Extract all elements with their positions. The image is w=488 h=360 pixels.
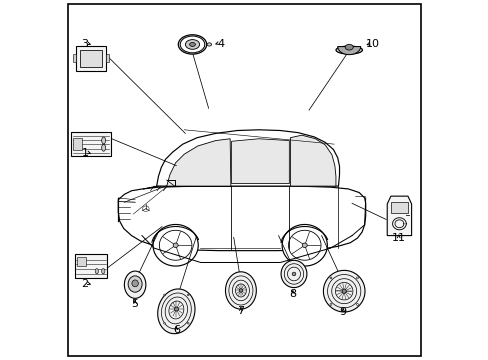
Polygon shape xyxy=(323,270,364,312)
Ellipse shape xyxy=(124,271,145,298)
Ellipse shape xyxy=(95,269,98,274)
FancyBboxPatch shape xyxy=(76,45,106,71)
Polygon shape xyxy=(231,139,289,184)
Ellipse shape xyxy=(102,137,105,144)
Ellipse shape xyxy=(335,46,362,54)
Text: 9: 9 xyxy=(339,307,346,317)
Text: 4: 4 xyxy=(217,39,224,49)
Ellipse shape xyxy=(356,277,358,279)
Text: 8: 8 xyxy=(289,289,296,299)
Text: 5: 5 xyxy=(131,299,138,309)
Ellipse shape xyxy=(206,43,211,46)
FancyBboxPatch shape xyxy=(390,202,407,213)
Ellipse shape xyxy=(132,280,138,287)
Ellipse shape xyxy=(128,276,142,292)
Ellipse shape xyxy=(178,35,206,54)
Polygon shape xyxy=(386,196,411,235)
Ellipse shape xyxy=(345,44,352,50)
Ellipse shape xyxy=(329,277,331,279)
Ellipse shape xyxy=(180,36,204,53)
Polygon shape xyxy=(153,225,198,266)
Polygon shape xyxy=(159,230,191,260)
Polygon shape xyxy=(282,225,326,266)
Ellipse shape xyxy=(187,294,189,296)
Ellipse shape xyxy=(102,144,105,151)
Polygon shape xyxy=(158,289,195,334)
FancyBboxPatch shape xyxy=(77,257,86,266)
Ellipse shape xyxy=(239,289,242,292)
Text: 3: 3 xyxy=(81,39,88,49)
Ellipse shape xyxy=(302,243,306,248)
Text: 6: 6 xyxy=(173,325,180,335)
Ellipse shape xyxy=(342,289,346,293)
Polygon shape xyxy=(288,230,320,260)
FancyBboxPatch shape xyxy=(68,4,420,356)
Text: 11: 11 xyxy=(391,233,405,243)
FancyBboxPatch shape xyxy=(73,138,81,150)
FancyBboxPatch shape xyxy=(75,255,107,278)
Polygon shape xyxy=(337,46,360,55)
FancyBboxPatch shape xyxy=(71,132,110,156)
Ellipse shape xyxy=(102,269,105,274)
Polygon shape xyxy=(225,272,256,309)
Polygon shape xyxy=(166,139,230,186)
Ellipse shape xyxy=(185,40,199,49)
FancyBboxPatch shape xyxy=(73,54,76,62)
Ellipse shape xyxy=(174,307,178,311)
FancyBboxPatch shape xyxy=(80,50,102,67)
Ellipse shape xyxy=(189,42,195,46)
Text: 1: 1 xyxy=(81,148,88,158)
Text: 10: 10 xyxy=(365,40,379,49)
Polygon shape xyxy=(281,260,306,288)
Polygon shape xyxy=(118,186,365,251)
Polygon shape xyxy=(156,130,339,186)
Text: 7: 7 xyxy=(237,306,244,316)
Ellipse shape xyxy=(356,303,358,305)
Ellipse shape xyxy=(329,303,331,305)
Ellipse shape xyxy=(173,243,178,248)
Ellipse shape xyxy=(187,323,189,324)
Text: 2: 2 xyxy=(81,279,88,289)
Ellipse shape xyxy=(163,323,165,324)
FancyBboxPatch shape xyxy=(106,54,109,62)
Ellipse shape xyxy=(292,272,295,276)
Ellipse shape xyxy=(163,294,165,296)
Polygon shape xyxy=(290,135,335,186)
